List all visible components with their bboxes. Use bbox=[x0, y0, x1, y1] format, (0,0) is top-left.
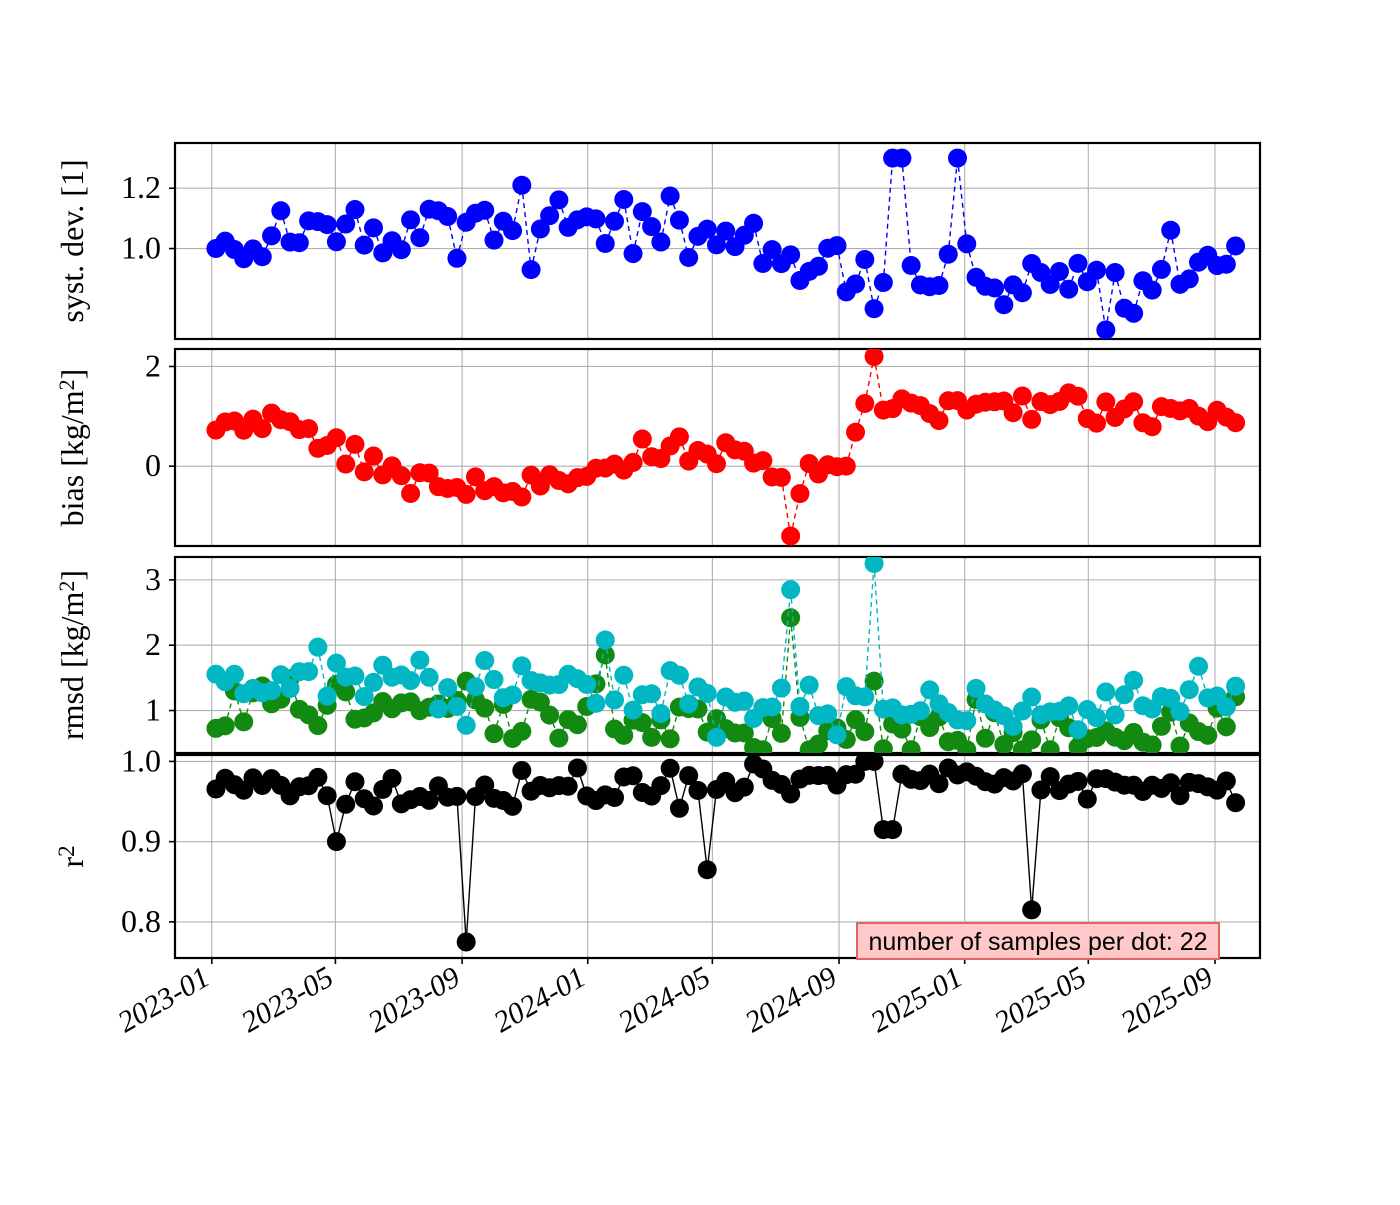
svg-text:1.0: 1.0 bbox=[121, 230, 161, 266]
svg-text:2: 2 bbox=[145, 626, 161, 662]
svg-text:1: 1 bbox=[145, 692, 161, 728]
svg-text:1.2: 1.2 bbox=[121, 169, 161, 205]
svg-text:1.0: 1.0 bbox=[121, 742, 161, 778]
svg-text:0.8: 0.8 bbox=[121, 903, 161, 939]
svg-text:bias [kg/m2]: bias [kg/m2] bbox=[54, 369, 90, 527]
svg-text:number of samples per dot: 22: number of samples per dot: 22 bbox=[868, 928, 1207, 956]
svg-text:0.9: 0.9 bbox=[121, 823, 161, 859]
svg-text:0: 0 bbox=[145, 447, 161, 483]
svg-text:syst. dev. [1]: syst. dev. [1] bbox=[54, 159, 90, 322]
svg-text:2: 2 bbox=[145, 347, 161, 383]
svg-text:rmsd [kg/m2]: rmsd [kg/m2] bbox=[54, 570, 90, 740]
svg-text:3: 3 bbox=[145, 561, 161, 597]
